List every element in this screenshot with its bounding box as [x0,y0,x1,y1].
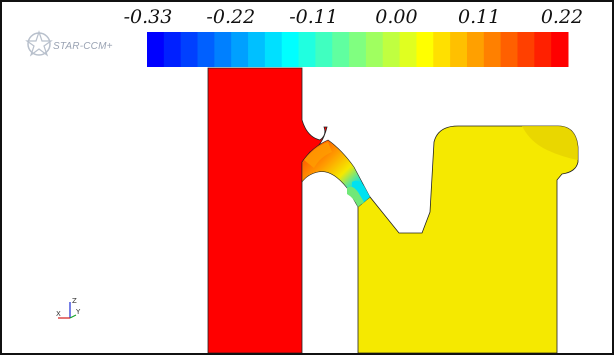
colorbar-swatch [466,32,485,67]
colorbar-tick-label: -0.33 [123,6,173,28]
colorbar-swatch [248,32,266,67]
colorbar-swatch [281,32,300,67]
yellow-body-region[interactable] [357,125,579,353]
colorbar-swatch [197,32,215,67]
colorbar-swatch [332,32,350,67]
colorbar-tick-label: 0.00 [375,6,418,28]
colorbar-swatch [163,32,182,67]
triad-axes-icon [58,302,77,319]
colorbar-swatch [264,32,283,67]
star-ccm-logo: STAR-CCM+ [24,28,144,57]
logo-text: STAR-CCM+ [53,41,113,52]
triad-y-label: Y [76,308,81,316]
colorbar-swatch [231,32,249,67]
colorbar-tick-label: -0.22 [206,6,256,28]
colorbar-tick-label: 0.22 [540,6,584,28]
colorbar-swatch [214,32,232,67]
colorbar-swatch [450,32,468,67]
colorbar-swatch [315,32,333,67]
orientation-triad[interactable]: Z X Y [50,296,90,326]
colorbar-swatch [298,32,316,67]
colorbar-swatch [551,32,569,67]
colorbar-swatch [416,32,434,67]
colorbar-swatch [517,32,535,67]
colorbar-tick-label: 0.11 [458,6,501,28]
colorbar-tick-label: -0.11 [289,6,338,28]
triad-z-label: Z [72,297,77,305]
red-body-region[interactable] [207,67,328,353]
green-band [347,186,364,207]
colorbar-swatch [147,32,165,67]
colorbar-swatch [180,32,199,67]
colorbar-swatch [349,32,367,67]
colorbar [147,32,569,67]
colorbar-swatch [483,32,502,67]
colorbar-swatch [500,32,518,67]
triad-x-label: X [56,310,61,318]
colorbar-swatch [399,32,417,67]
corner-shading [522,126,578,160]
colorbar-swatch [382,32,401,67]
colorbar-swatch [534,32,552,67]
star-logo-icon [25,30,53,57]
colorbar-swatch [365,32,384,67]
cyan-band [352,180,370,204]
colorbar-swatch [433,32,451,67]
orange-patch [304,142,332,168]
